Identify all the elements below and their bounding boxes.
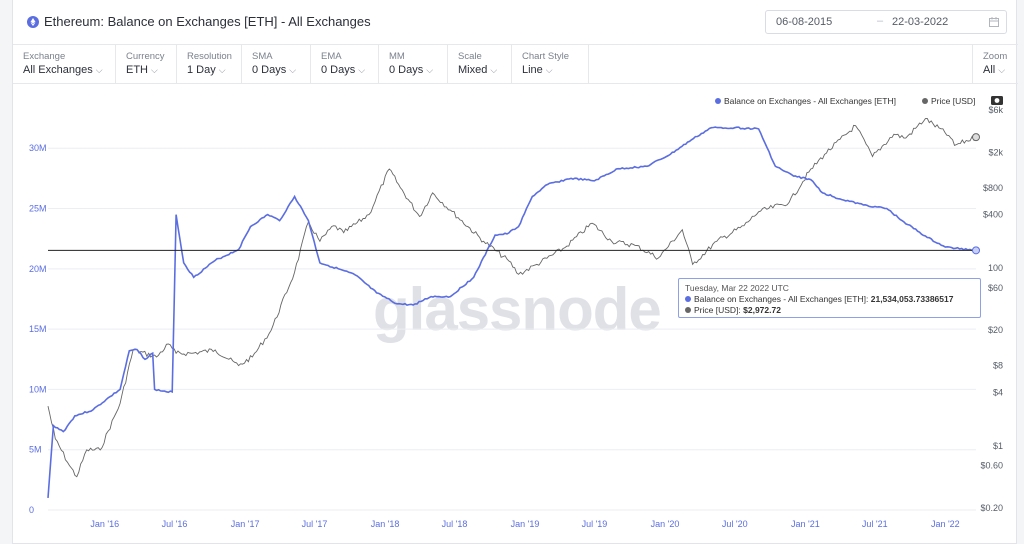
- y-right-tick-label: $20: [988, 325, 1003, 335]
- y-right-tick-label: $8: [993, 361, 1003, 371]
- exchange-value: All Exchanges: [23, 64, 93, 76]
- chart-style-label: Chart Style: [522, 51, 569, 62]
- y-right-tick-label: $2k: [988, 147, 1003, 157]
- chevron-down-icon: ⌵: [289, 65, 297, 75]
- price-series-line: [47, 118, 977, 478]
- tooltip-balance-value: 21,534,053.73386517: [870, 294, 954, 304]
- chart-header: Ethereum: Balance on Exchanges [ETH] - A…: [13, 0, 1018, 45]
- x-tick-label: Jul '20: [722, 519, 748, 529]
- y-right-tick-label: $6k: [988, 105, 1003, 115]
- date-range-picker[interactable]: 06-08-2015 – 22-03-2022: [765, 10, 1007, 34]
- currency-select[interactable]: Currency ETH ⌵: [116, 45, 177, 83]
- price-dot-icon: [685, 307, 691, 313]
- balance-series-line: [47, 126, 977, 498]
- chevron-down-icon: ⌵: [545, 65, 553, 75]
- legend-balance-label: Balance on Exchanges - All Exchanges [ET…: [724, 96, 896, 106]
- chart-tooltip: Tuesday, Mar 22 2022 UTC Balance on Exch…: [678, 278, 981, 318]
- legend-price-marker: [922, 98, 928, 104]
- x-tick-label: Jan '16: [90, 519, 119, 529]
- tooltip-balance-label: Balance on Exchanges - All Exchanges [ET…: [694, 294, 869, 304]
- x-tick-label: Jul '21: [862, 519, 888, 529]
- x-tick-label: Jan '19: [511, 519, 540, 529]
- scale-select[interactable]: Scale Mixed ⌵: [448, 45, 512, 83]
- y-left-tick-label: 20M: [29, 264, 47, 274]
- ema-select[interactable]: EMA 0 Days ⌵: [311, 45, 379, 83]
- ema-value: 0 Days: [321, 64, 356, 76]
- mm-label: MM: [389, 51, 405, 62]
- balance-hover-marker: [972, 246, 980, 255]
- sma-select[interactable]: SMA 0 Days ⌵: [242, 45, 311, 83]
- y-left-tick-label: 15M: [29, 324, 47, 334]
- y-left-tick-label: 30M: [29, 143, 47, 153]
- y-right-tick-label: $60: [988, 283, 1003, 293]
- zoom-label: Zoom: [983, 51, 1008, 62]
- y-right-tick-label: $0.60: [980, 461, 1003, 471]
- date-separator: –: [877, 15, 884, 27]
- y-right-tick-label: $4: [993, 387, 1003, 397]
- zoom-select[interactable]: Zoom All ⌵: [972, 45, 1018, 83]
- scale-value: Mixed: [458, 64, 488, 76]
- chevron-down-icon: ⌵: [426, 65, 434, 75]
- tooltip-price-label: Price [USD]:: [694, 305, 741, 315]
- chart-canvas[interactable]: 0 5M 10M 15M 20M 25M 30M Jan '16 Jul '16 Jan '17 J…: [13, 0, 1018, 544]
- mm-select[interactable]: MM 0 Days ⌵: [379, 45, 448, 83]
- x-tick-label: Jul '19: [582, 519, 608, 529]
- y-right-tick-label: $1: [993, 441, 1003, 451]
- y-right-tick-label: $0.20: [980, 503, 1003, 513]
- y-left-tick-label: 5M: [29, 445, 42, 455]
- x-tick-label: Jul '16: [162, 519, 188, 529]
- resolution-label: Resolution: [187, 51, 232, 62]
- resolution-select[interactable]: Resolution 1 Day ⌵: [177, 45, 242, 83]
- watermark: glassnode: [373, 276, 662, 343]
- exchange-label: Exchange: [23, 51, 66, 62]
- legend-balance-marker: [715, 98, 721, 104]
- zoom-value: All: [983, 64, 996, 76]
- x-tick-label: Jan '22: [931, 519, 960, 529]
- chart-panel: Ethereum: Balance on Exchanges [ETH] - A…: [12, 0, 1018, 544]
- balance-dot-icon: [685, 296, 691, 302]
- y-right-tick-label: $800: [983, 183, 1003, 193]
- sma-value: 0 Days: [252, 64, 287, 76]
- chevron-down-icon: ⌵: [218, 65, 226, 75]
- calendar-icon[interactable]: [989, 17, 999, 27]
- chart-style-select[interactable]: Chart Style Line ⌵: [512, 45, 589, 83]
- chart-style-value: Line: [522, 64, 543, 76]
- scale-label: Scale: [458, 51, 482, 62]
- exchange-select[interactable]: Exchange All Exchanges ⌵: [13, 45, 116, 83]
- x-tick-label: Jul '17: [302, 519, 328, 529]
- chart-controls: Exchange All Exchanges ⌵ Currency ETH ⌵ Re…: [13, 45, 1018, 84]
- tooltip-price-value: $2,972.72: [743, 305, 781, 315]
- tooltip-date: Tuesday, Mar 22 2022 UTC: [685, 283, 789, 293]
- price-hover-marker: [972, 133, 980, 142]
- chevron-down-icon: ⌵: [490, 65, 498, 75]
- resolution-value: 1 Day: [187, 64, 216, 76]
- x-tick-label: Jan '20: [651, 519, 680, 529]
- mm-value: 0 Days: [389, 64, 424, 76]
- chevron-down-icon: ⌵: [151, 65, 158, 75]
- ethereum-icon: [27, 16, 39, 28]
- y-right-tick-label: 100: [988, 263, 1003, 273]
- date-start-input[interactable]: 06-08-2015: [776, 16, 833, 28]
- currency-value: ETH: [126, 64, 148, 76]
- chevron-down-icon: ⌵: [95, 65, 103, 75]
- date-end-input[interactable]: 22-03-2022: [892, 16, 949, 28]
- x-tick-label: Jul '18: [442, 519, 468, 529]
- y-left-tick-label: 10M: [29, 384, 47, 394]
- x-tick-label: Jan '21: [791, 519, 820, 529]
- ema-label: EMA: [321, 51, 342, 62]
- y-left-tick-label: 0: [29, 505, 34, 515]
- camera-icon[interactable]: [991, 96, 1003, 105]
- legend-price-label: Price [USD]: [931, 96, 975, 106]
- y-left-tick-label: 25M: [29, 204, 47, 214]
- x-tick-label: Jan '17: [231, 519, 260, 529]
- chevron-down-icon: ⌵: [998, 65, 1006, 75]
- x-tick-label: Jan '18: [371, 519, 400, 529]
- y-right-tick-label: $400: [983, 210, 1003, 220]
- chevron-down-icon: ⌵: [358, 65, 366, 75]
- sma-label: SMA: [252, 51, 273, 62]
- page-title: Ethereum: Balance on Exchanges [ETH] - A…: [44, 14, 371, 29]
- currency-label: Currency: [126, 51, 165, 62]
